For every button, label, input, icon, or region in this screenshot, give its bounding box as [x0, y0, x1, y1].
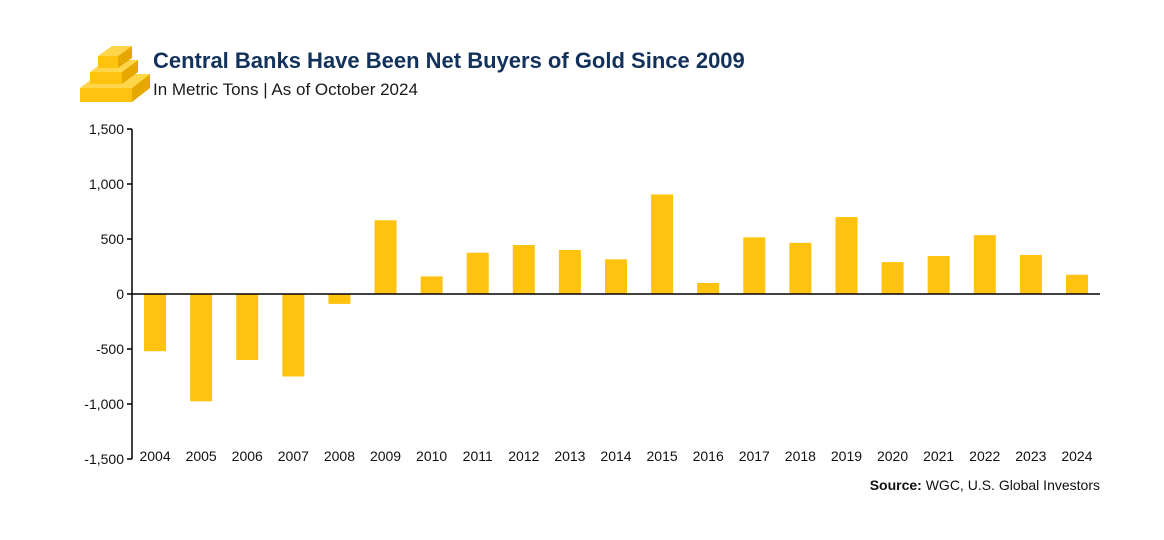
bar-2018 [789, 242, 812, 294]
bar-2022 [973, 235, 996, 294]
bar-2023 [1019, 254, 1042, 294]
x-tick-label-2009: 2009 [370, 448, 401, 464]
y-tick-label: 1,500 [89, 121, 124, 137]
y-tick-label: -1,000 [84, 396, 124, 412]
y-tick-label: 0 [116, 286, 124, 302]
chart-title: Central Banks Have Been Net Buyers of Go… [153, 48, 745, 73]
source-note: Source: WGC, U.S. Global Investors [870, 477, 1100, 493]
bar-2004 [144, 294, 167, 352]
bar-2011 [466, 252, 489, 294]
bar-2009 [374, 220, 397, 294]
x-tick-label-2019: 2019 [831, 448, 862, 464]
x-tick-label-2020: 2020 [877, 448, 908, 464]
bar-2008 [328, 294, 351, 304]
x-tick-label-2007: 2007 [278, 448, 309, 464]
bar-2024 [1065, 274, 1088, 294]
x-tick-label-2010: 2010 [416, 448, 447, 464]
x-axis-labels: 2004 2005 2006 2007 2008 2009 2010 2011 2012 2013… [139, 448, 1092, 464]
chart-subtitle: In Metric Tons | As of October 2024 [153, 80, 418, 99]
gold-bars-icon [80, 46, 150, 102]
x-tick-label-2018: 2018 [785, 448, 816, 464]
bar-2010 [420, 276, 443, 294]
bar-2005 [190, 294, 213, 402]
x-tick-label-2023: 2023 [1015, 448, 1046, 464]
x-tick-label-2008: 2008 [324, 448, 355, 464]
bar-2017 [743, 237, 766, 294]
bar-2013 [558, 250, 581, 294]
bar-2012 [512, 245, 535, 294]
bar-2021 [927, 256, 950, 294]
bar-2006 [236, 294, 259, 360]
x-tick-label-2013: 2013 [554, 448, 585, 464]
bar-2007 [282, 294, 305, 377]
y-tick-label: 500 [101, 231, 125, 247]
y-axis-ticks: 1,500 1,000 500 0 -500 -1,000 -1,500 [84, 121, 132, 467]
bar-2020 [881, 262, 904, 294]
bar-2014 [605, 259, 627, 294]
y-tick-label: 1,000 [89, 176, 124, 192]
x-tick-label-2014: 2014 [600, 448, 631, 464]
x-tick-label-2011: 2011 [463, 448, 493, 464]
bar-2016 [697, 283, 720, 294]
x-tick-label-2017: 2017 [739, 448, 770, 464]
x-tick-label-2012: 2012 [508, 448, 539, 464]
x-tick-label-2022: 2022 [969, 448, 1000, 464]
bars [144, 194, 1088, 402]
x-tick-label-2024: 2024 [1061, 448, 1092, 464]
source-label: Source: [870, 477, 922, 493]
y-tick-label: -1,500 [84, 451, 124, 467]
x-tick-label-2006: 2006 [232, 448, 263, 464]
x-tick-label-2021: 2021 [923, 448, 954, 464]
x-tick-label-2005: 2005 [186, 448, 217, 464]
x-tick-label-2004: 2004 [139, 448, 170, 464]
bar-2019 [835, 217, 858, 294]
y-tick-label: -500 [96, 341, 124, 357]
bar-2015 [651, 194, 674, 294]
x-tick-label-2015: 2015 [647, 448, 678, 464]
x-tick-label-2016: 2016 [693, 448, 724, 464]
source-text: WGC, U.S. Global Investors [922, 477, 1100, 493]
